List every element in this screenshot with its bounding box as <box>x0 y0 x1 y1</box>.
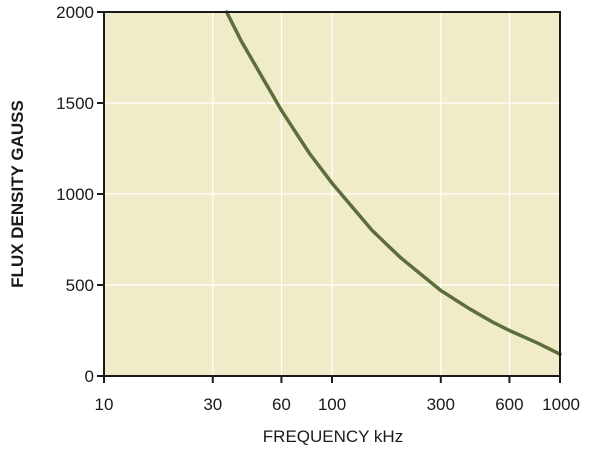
x-tick-label-600: 600 <box>495 395 523 414</box>
x-tick-label-30: 30 <box>203 395 222 414</box>
x-axis-title: FREQUENCY kHz <box>263 427 403 446</box>
y-tick-label-0: 0 <box>85 367 94 386</box>
y-tick-label-500: 500 <box>66 276 94 295</box>
grid-lines <box>104 12 560 376</box>
y-tick-label-1500: 1500 <box>56 94 94 113</box>
x-tick-label-60: 60 <box>272 395 291 414</box>
y-tick-label-2000: 2000 <box>56 3 94 22</box>
x-tick-label-1000: 1000 <box>542 395 580 414</box>
y-axis-title: FLUX DENSITY GAUSS <box>8 100 27 288</box>
x-tick-label-100: 100 <box>318 395 346 414</box>
x-tick-label-300: 300 <box>427 395 455 414</box>
y-tick-label-1000: 1000 <box>56 185 94 204</box>
x-tick-label-10: 10 <box>95 395 114 414</box>
series-line-flux-density <box>224 10 562 356</box>
y-axis-ticks: 0 500 1000 1500 2000 <box>56 3 104 386</box>
x-axis-ticks: 10 30 60 100 300 600 1000 <box>95 376 580 414</box>
